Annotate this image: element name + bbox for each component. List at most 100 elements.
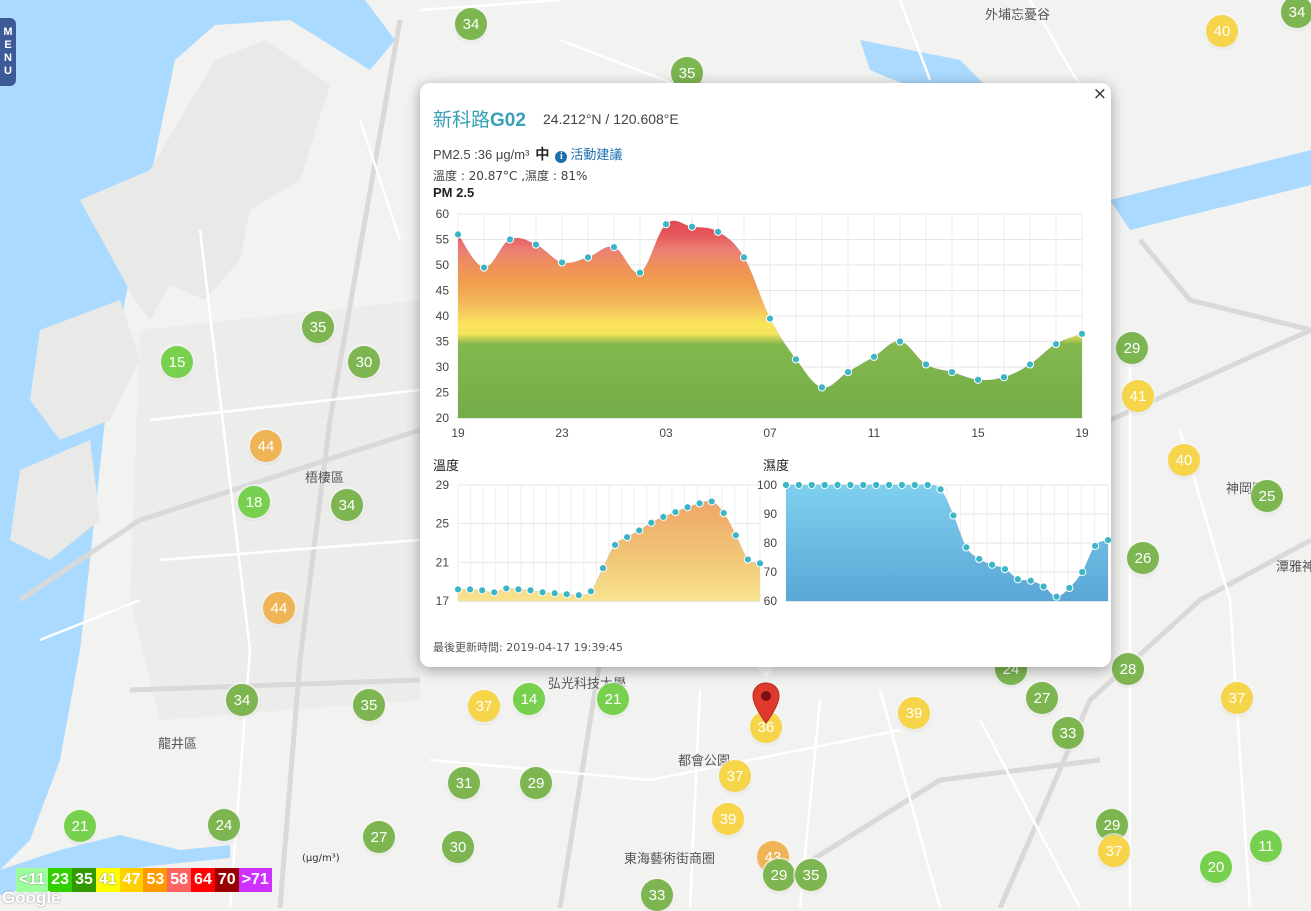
station-marker[interactable]: 40 xyxy=(1206,15,1238,47)
data-point xyxy=(478,586,487,595)
data-point xyxy=(465,585,475,594)
data-point xyxy=(1000,565,1010,574)
station-marker[interactable]: 30 xyxy=(348,346,380,378)
station-marker[interactable]: 44 xyxy=(250,430,282,462)
data-point xyxy=(695,499,704,508)
close-button[interactable]: × xyxy=(1092,84,1107,104)
x-tick-label: 19 xyxy=(451,426,465,440)
pm25-chart[interactable]: 20 25 30 35 40 45 50 55 60 19 23 03 07 11 15 19 xyxy=(420,201,1111,446)
data-point xyxy=(765,314,775,323)
station-marker[interactable]: 30 xyxy=(442,831,474,863)
pm-reading: PM2.5 :36 μg/m³ xyxy=(433,147,530,162)
data-point xyxy=(635,268,645,277)
data-point xyxy=(962,543,971,552)
station-marker[interactable]: 33 xyxy=(1052,717,1084,749)
data-point xyxy=(910,480,919,490)
station-marker[interactable]: 44 xyxy=(263,592,295,624)
data-point xyxy=(505,235,515,244)
info-icon: i xyxy=(555,151,568,163)
x-tick-label: 03 xyxy=(659,426,673,440)
station-marker[interactable]: 29 xyxy=(520,767,552,799)
station-marker[interactable]: 41 xyxy=(1122,380,1154,412)
data-point xyxy=(936,485,945,494)
y-tick-label: 17 xyxy=(436,594,450,608)
data-point xyxy=(1052,592,1061,601)
station-marker[interactable]: 37 xyxy=(468,690,500,722)
station-marker[interactable]: 26 xyxy=(1127,542,1159,574)
station-marker[interactable]: 39 xyxy=(898,697,930,729)
station-marker[interactable]: 29 xyxy=(763,859,795,891)
y-tick-label: 21 xyxy=(436,555,450,569)
temperature-chart[interactable]: 17 21 25 29 xyxy=(420,475,765,610)
station-marker[interactable]: 21 xyxy=(597,683,629,715)
data-point xyxy=(1077,329,1087,338)
data-point xyxy=(1051,339,1061,349)
data-point xyxy=(731,531,740,540)
data-point xyxy=(609,243,619,252)
station-marker[interactable]: 37 xyxy=(719,760,751,792)
station-marker[interactable]: 21 xyxy=(64,810,96,842)
data-point xyxy=(687,222,697,231)
data-point xyxy=(623,533,632,542)
station-marker[interactable]: 34 xyxy=(331,489,363,521)
station-marker[interactable]: 25 xyxy=(1251,480,1283,512)
menu-button[interactable]: M E N U xyxy=(0,18,16,86)
legend-item: 53 xyxy=(143,868,168,892)
station-marker[interactable]: 35 xyxy=(302,311,334,343)
activity-advice-link[interactable]: i 活動建議 xyxy=(555,147,622,163)
legend-item: 41 xyxy=(95,868,120,892)
data-point xyxy=(947,368,957,377)
data-point xyxy=(872,480,881,490)
station-marker[interactable]: 40 xyxy=(1168,444,1200,476)
data-point xyxy=(514,585,523,594)
x-tick-label: 19 xyxy=(1075,426,1089,440)
data-point xyxy=(1065,583,1074,593)
y-tick-label: 80 xyxy=(764,536,778,550)
station-marker[interactable]: 20 xyxy=(1200,851,1232,883)
station-marker[interactable]: 27 xyxy=(363,821,395,853)
station-marker[interactable]: 34 xyxy=(1281,0,1311,28)
place-label: 東海藝術街商圈 xyxy=(624,852,716,867)
data-point xyxy=(562,590,571,599)
data-point xyxy=(846,480,855,490)
station-marker[interactable]: 15 xyxy=(161,346,193,378)
y-tick-label: 35 xyxy=(436,335,450,349)
station-marker[interactable]: 39 xyxy=(712,803,744,835)
menu-letter: U xyxy=(4,65,12,77)
station-marker[interactable]: 33 xyxy=(641,879,673,911)
data-point xyxy=(781,480,791,490)
station-marker[interactable]: 31 xyxy=(448,767,480,799)
data-point xyxy=(719,508,728,518)
data-point xyxy=(897,480,907,490)
station-marker[interactable]: 35 xyxy=(795,859,827,891)
legend-item: 35 xyxy=(72,868,96,892)
legend-item: 64 xyxy=(191,868,215,892)
data-point xyxy=(490,588,499,597)
data-point xyxy=(999,373,1009,382)
data-point xyxy=(583,253,593,262)
data-point xyxy=(526,586,535,595)
station-marker[interactable]: 35 xyxy=(353,689,385,721)
legend-unit: (μg/m³) xyxy=(302,853,340,864)
menu-letter: E xyxy=(4,39,12,51)
station-marker[interactable]: 27 xyxy=(1026,682,1058,714)
data-point xyxy=(683,503,692,512)
humidity-chart[interactable]: 60 70 80 90 100 xyxy=(750,475,1111,610)
station-marker[interactable]: 24 xyxy=(208,809,240,841)
station-marker[interactable]: 14 xyxy=(513,683,545,715)
station-marker[interactable]: 18 xyxy=(238,486,270,518)
data-point xyxy=(671,507,680,517)
station-marker[interactable]: 34 xyxy=(226,684,258,716)
station-marker[interactable]: 11 xyxy=(1250,830,1282,862)
station-marker[interactable]: 34 xyxy=(455,8,487,40)
station-marker[interactable]: 29 xyxy=(1116,332,1148,364)
location-pin-icon[interactable] xyxy=(752,682,780,724)
data-point xyxy=(479,263,489,272)
x-tick-label: 07 xyxy=(763,426,777,440)
data-point xyxy=(1025,360,1035,369)
x-tick-label: 11 xyxy=(868,426,881,440)
station-marker[interactable]: 28 xyxy=(1112,653,1144,685)
station-marker[interactable]: 37 xyxy=(1221,682,1253,714)
station-marker[interactable]: 36 xyxy=(750,711,782,743)
station-marker[interactable]: 37 xyxy=(1098,835,1130,867)
